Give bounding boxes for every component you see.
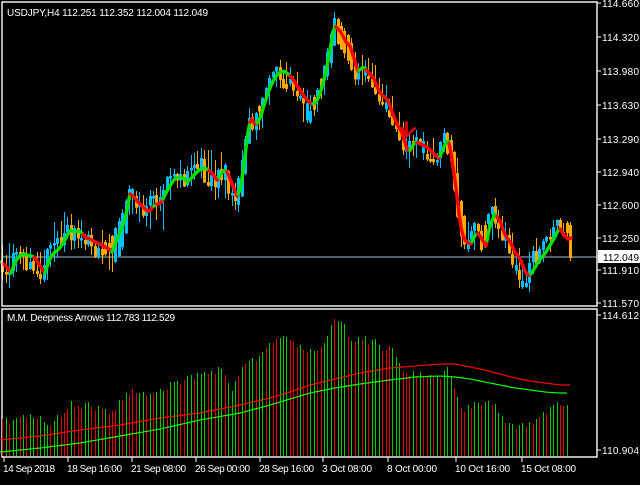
svg-text:14 Sep 2018: 14 Sep 2018 — [3, 464, 55, 475]
svg-text:15 Oct 08:00: 15 Oct 08:00 — [521, 464, 576, 475]
svg-text:113.630: 113.630 — [602, 101, 639, 112]
svg-text:3 Oct 08:00: 3 Oct 08:00 — [322, 464, 372, 475]
svg-text:113.290: 113.290 — [602, 135, 639, 146]
svg-text:112.600: 112.600 — [602, 201, 639, 212]
svg-text:112.049: 112.049 — [603, 253, 639, 264]
svg-text:113.980: 113.980 — [602, 67, 639, 78]
svg-text:18 Sep 16:00: 18 Sep 16:00 — [67, 464, 122, 475]
svg-text:112.940: 112.940 — [602, 168, 639, 179]
svg-text:114.660: 114.660 — [602, 0, 639, 10]
svg-text:111.570: 111.570 — [602, 299, 639, 310]
svg-text:M.M. Deepness Arrows 112.783 1: M.M. Deepness Arrows 112.783 112.529 — [7, 313, 175, 324]
svg-text:8 Oct 00:00: 8 Oct 00:00 — [387, 464, 437, 475]
svg-text:21 Sep 08:00: 21 Sep 08:00 — [131, 464, 186, 475]
svg-text:114.612: 114.612 — [602, 311, 639, 322]
svg-text:112.250: 112.250 — [602, 234, 639, 245]
svg-text:111.910: 111.910 — [602, 266, 639, 277]
svg-text:26 Sep 00:00: 26 Sep 00:00 — [195, 464, 250, 475]
svg-text:10 Oct 16:00: 10 Oct 16:00 — [455, 464, 510, 475]
svg-text:114.320: 114.320 — [602, 33, 639, 44]
svg-text:28 Sep 16:00: 28 Sep 16:00 — [259, 464, 314, 475]
svg-text:USDJPY,H4 112.251 112.352 112: USDJPY,H4 112.251 112.352 112.004 112.04… — [7, 8, 208, 19]
svg-text:110.904: 110.904 — [602, 446, 639, 457]
